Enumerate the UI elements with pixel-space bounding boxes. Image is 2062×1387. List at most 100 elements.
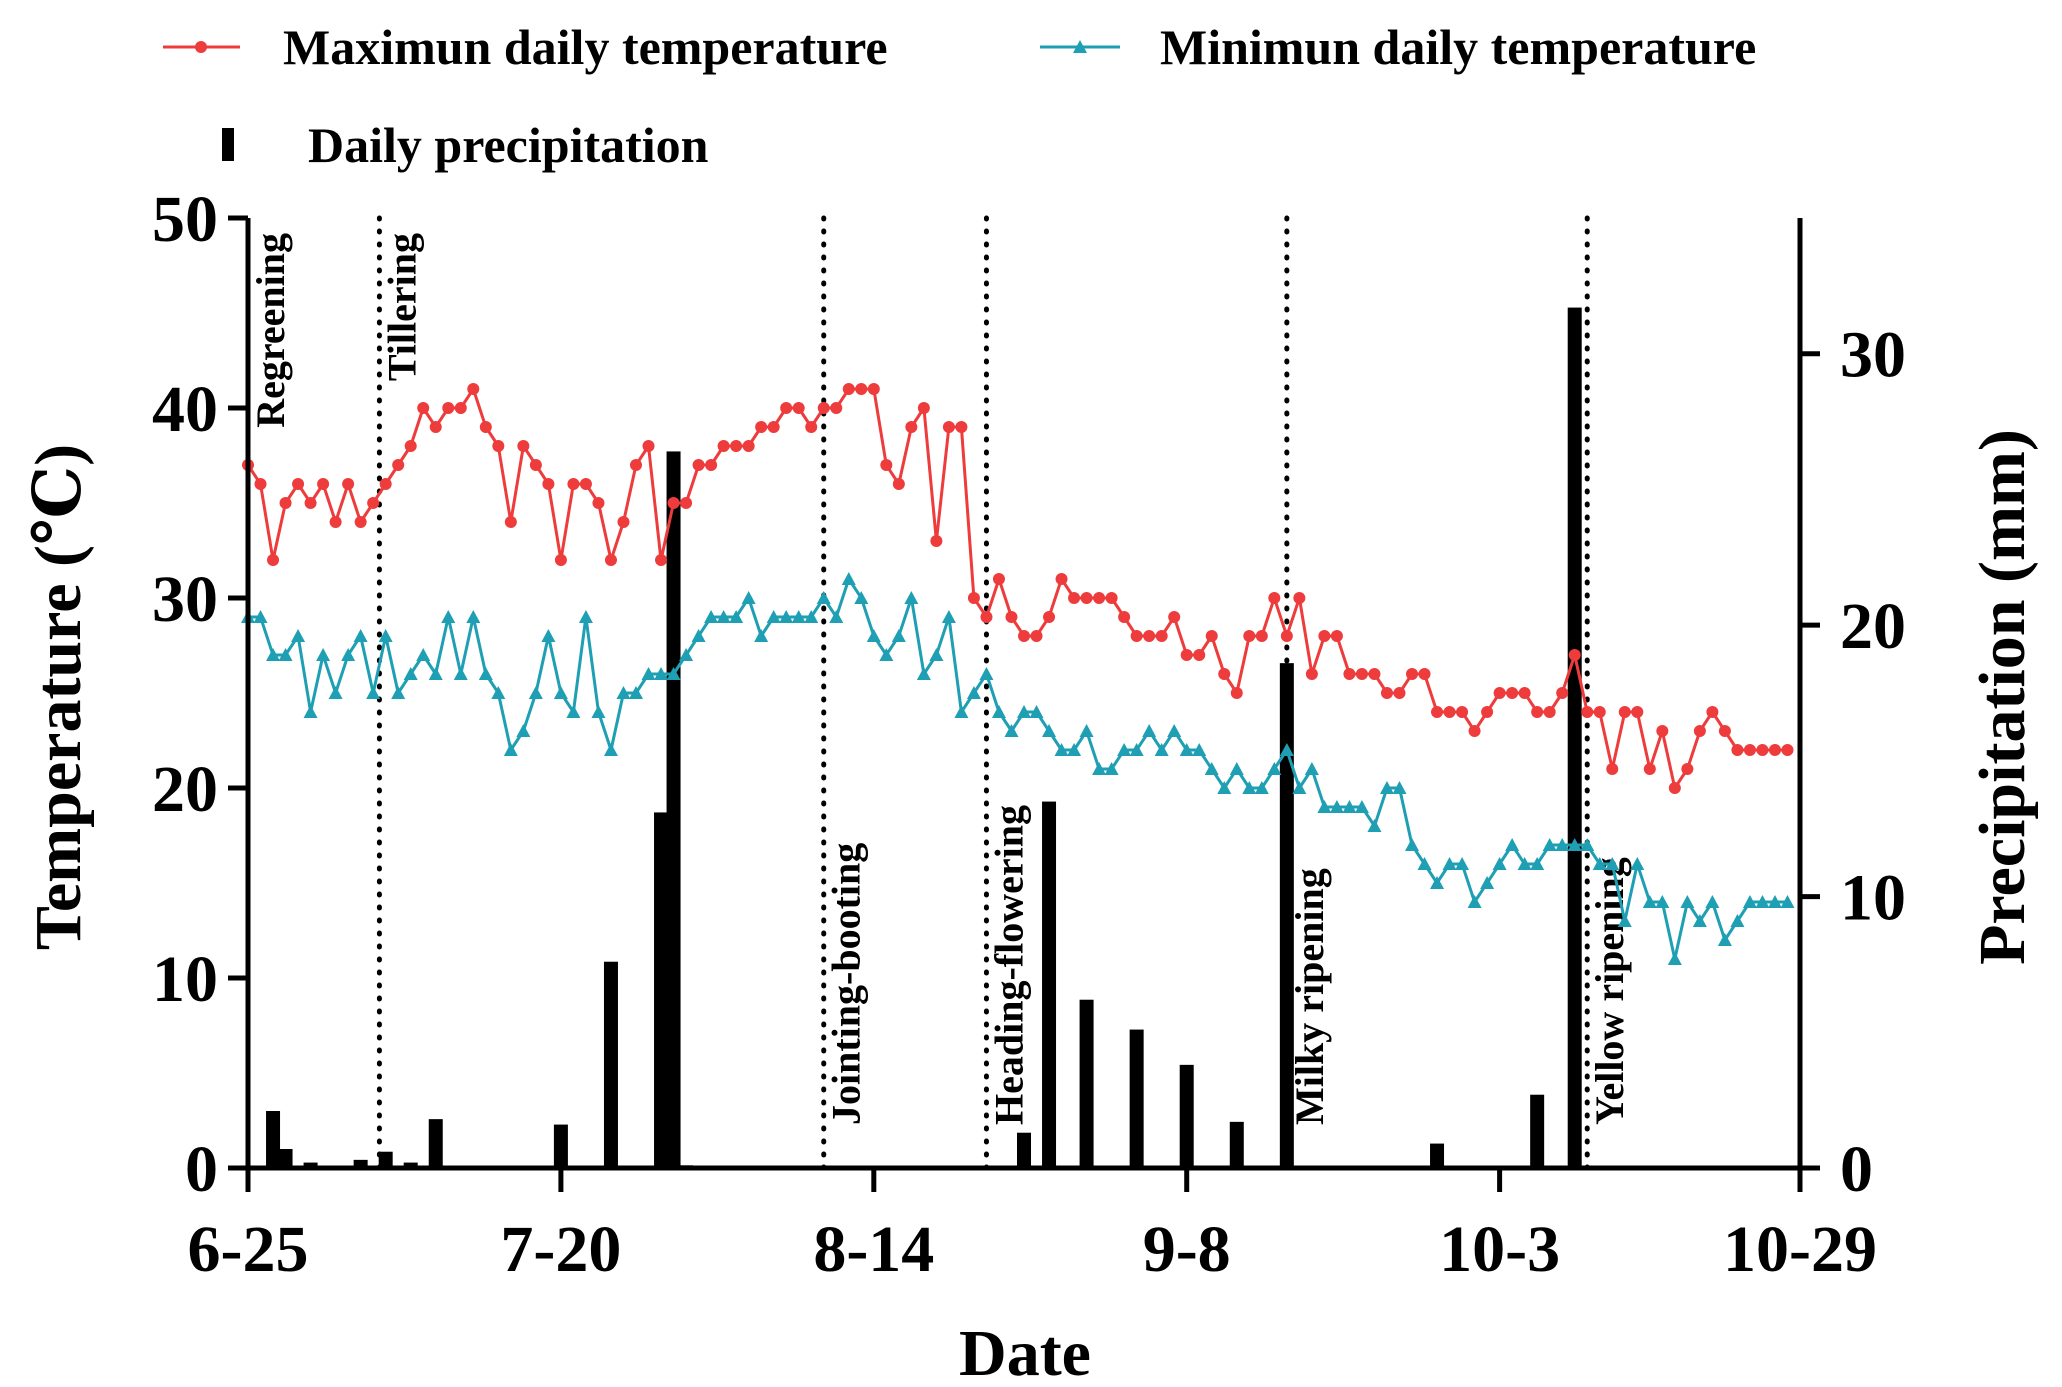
- max-temperature-point: [1756, 744, 1769, 756]
- min-temperature-point: [1742, 895, 1757, 908]
- max-temperature-point: [1593, 706, 1606, 718]
- min-temperature-point: [1680, 895, 1695, 908]
- legend-min-label: Minimun daily temperature: [1160, 19, 1756, 75]
- min-temperature-point: [1655, 895, 1670, 908]
- min-temperature-point: [1542, 838, 1557, 851]
- max-temperature-point: [1293, 592, 1306, 604]
- min-temperature-point: [516, 724, 531, 737]
- max-temperature-point: [1218, 668, 1231, 680]
- min-temperature-point: [1317, 800, 1332, 813]
- max-temperature-point: [1456, 706, 1469, 718]
- max-temperature-point: [554, 554, 567, 566]
- max-temperature-point: [1618, 706, 1631, 718]
- max-temperature-point: [1093, 592, 1106, 604]
- min-temperature-point: [1342, 800, 1357, 813]
- max-temperature-point: [1343, 668, 1356, 680]
- max-temperature-point: [1318, 630, 1331, 642]
- precip-bar: [1017, 1132, 1031, 1168]
- min-temperature-point: [1492, 857, 1507, 870]
- min-temperature-point: [266, 648, 281, 661]
- legend-max-label: Maximun daily temperature: [283, 19, 888, 75]
- min-temperature-point: [941, 610, 956, 623]
- min-temperature-point: [353, 629, 368, 642]
- max-temperature-point: [529, 459, 542, 471]
- max-temperature-point: [705, 459, 718, 471]
- min-temperature-point: [729, 610, 744, 623]
- max-temperature-point: [1118, 611, 1131, 623]
- precip-bar: [1279, 663, 1294, 1168]
- min-temperature-point: [1417, 857, 1432, 870]
- stage-label: Jointing-booting: [824, 843, 869, 1125]
- min-temperature-point: [666, 667, 681, 680]
- max-temperature-point: [1305, 668, 1318, 680]
- y2-tick-label: 0: [1840, 1133, 1873, 1206]
- precip-bar: [1179, 1064, 1194, 1168]
- min-temperature-line: [248, 577, 1788, 961]
- min-temperature-point: [541, 629, 556, 642]
- max-temperature-point: [292, 478, 305, 490]
- x-tick-label: 6-25: [188, 1213, 309, 1286]
- x-tick-label: 10-29: [1723, 1213, 1877, 1286]
- min-temperature-point: [1517, 857, 1532, 870]
- max-temperature-point: [1531, 706, 1544, 718]
- min-temperature-point: [616, 686, 631, 699]
- min-temperature-point: [466, 610, 481, 623]
- min-temperature-point: [979, 667, 994, 680]
- max-temperature-point: [867, 383, 880, 395]
- max-temperature-point: [1443, 706, 1456, 718]
- min-temperature-point: [1642, 895, 1657, 908]
- min-temperature-point: [391, 686, 406, 699]
- min-temperature-point: [1254, 781, 1269, 794]
- max-temperature-series: [242, 383, 1794, 794]
- max-temperature-point: [1193, 649, 1206, 661]
- y-tick-label: 20: [152, 753, 218, 826]
- x-tick-label: 7-20: [500, 1213, 621, 1286]
- min-temperature-point: [528, 686, 543, 699]
- max-temperature-point: [1018, 630, 1030, 642]
- min-temperature-point: [1555, 838, 1570, 851]
- max-temperature-point: [1330, 630, 1343, 642]
- min-temperature-point: [1430, 876, 1445, 889]
- min-temperature-point: [1279, 743, 1294, 756]
- y-tick-label: 30: [152, 563, 218, 636]
- max-temperature-point: [467, 383, 480, 395]
- max-temperature-point: [1606, 763, 1619, 775]
- min-temperature-point: [691, 629, 706, 642]
- min-temperature-point: [1692, 914, 1707, 927]
- max-temperature-point: [504, 516, 517, 528]
- min-temperature-point: [1505, 838, 1520, 851]
- max-temperature-point: [1155, 630, 1168, 642]
- min-temperature-point: [1304, 762, 1319, 775]
- min-temperature-point: [1567, 838, 1582, 851]
- max-temperature-point: [1581, 706, 1594, 718]
- min-temperature-point: [1117, 743, 1132, 756]
- min-temperature-point: [1379, 781, 1394, 794]
- min-temperature-point: [766, 610, 781, 623]
- max-temperature-point: [1205, 630, 1218, 642]
- min-temperature-series: [241, 572, 1795, 965]
- x-tick-label: 8-14: [813, 1213, 934, 1286]
- max-temperature-point: [767, 421, 780, 433]
- min-temperature-point: [741, 591, 756, 604]
- min-temperature-point: [1079, 724, 1094, 737]
- max-temperature-point: [1493, 687, 1506, 699]
- legend-min-marker: [1073, 40, 1087, 53]
- min-temperature-point: [378, 629, 393, 642]
- max-temperature-point: [1080, 592, 1093, 604]
- max-temperature-point: [592, 497, 605, 509]
- min-temperature-point: [1530, 857, 1545, 870]
- legend-precip-label: Daily precipitation: [308, 117, 709, 173]
- max-temperature-point: [1355, 668, 1368, 680]
- min-temperature-point: [366, 686, 381, 699]
- min-temperature-point: [1267, 762, 1282, 775]
- y2-tick-label: 10: [1840, 862, 1906, 935]
- precip-bar: [1567, 307, 1582, 1169]
- max-temperature-point: [579, 478, 592, 490]
- max-temperature-point: [1105, 592, 1118, 604]
- max-temperature-point: [479, 421, 492, 433]
- y-axis-title: Temperature (℃): [22, 444, 95, 950]
- max-temperature-point: [942, 421, 955, 433]
- min-temperature-point: [1167, 724, 1182, 737]
- max-temperature-point: [1518, 687, 1531, 699]
- max-temperature-point: [655, 554, 668, 566]
